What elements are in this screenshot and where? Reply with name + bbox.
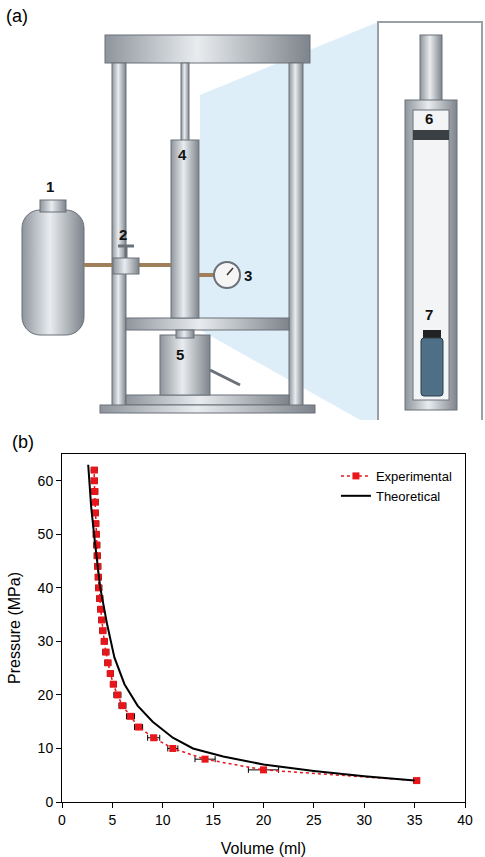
- svg-text:Experimental: Experimental: [376, 469, 452, 484]
- svg-text:2: 2: [119, 226, 127, 243]
- svg-text:10: 10: [155, 812, 171, 828]
- svg-text:7: 7: [425, 306, 433, 323]
- svg-text:Volume (ml): Volume (ml): [221, 840, 306, 857]
- svg-text:25: 25: [306, 812, 322, 828]
- svg-text:50: 50: [38, 526, 54, 542]
- svg-text:4: 4: [178, 146, 187, 163]
- svg-text:20: 20: [256, 812, 272, 828]
- svg-text:Theoretical: Theoretical: [376, 489, 440, 504]
- svg-text:Pressure (MPa): Pressure (MPa): [6, 572, 23, 684]
- svg-text:5: 5: [176, 346, 184, 363]
- svg-text:15: 15: [205, 812, 221, 828]
- svg-text:40: 40: [457, 812, 473, 828]
- svg-text:60: 60: [38, 473, 54, 489]
- svg-text:3: 3: [244, 267, 252, 284]
- svg-text:1: 1: [46, 178, 54, 195]
- svg-text:30: 30: [356, 812, 372, 828]
- svg-text:30: 30: [38, 633, 54, 649]
- svg-text:(b): (b): [12, 432, 34, 452]
- svg-text:6: 6: [425, 110, 433, 127]
- svg-text:0: 0: [45, 794, 53, 810]
- svg-text:35: 35: [407, 812, 423, 828]
- svg-text:0: 0: [58, 812, 66, 828]
- svg-text:40: 40: [38, 580, 54, 596]
- svg-text:20: 20: [38, 687, 54, 703]
- svg-text:(a): (a): [6, 6, 28, 26]
- svg-text:5: 5: [108, 812, 116, 828]
- svg-text:10: 10: [38, 740, 54, 756]
